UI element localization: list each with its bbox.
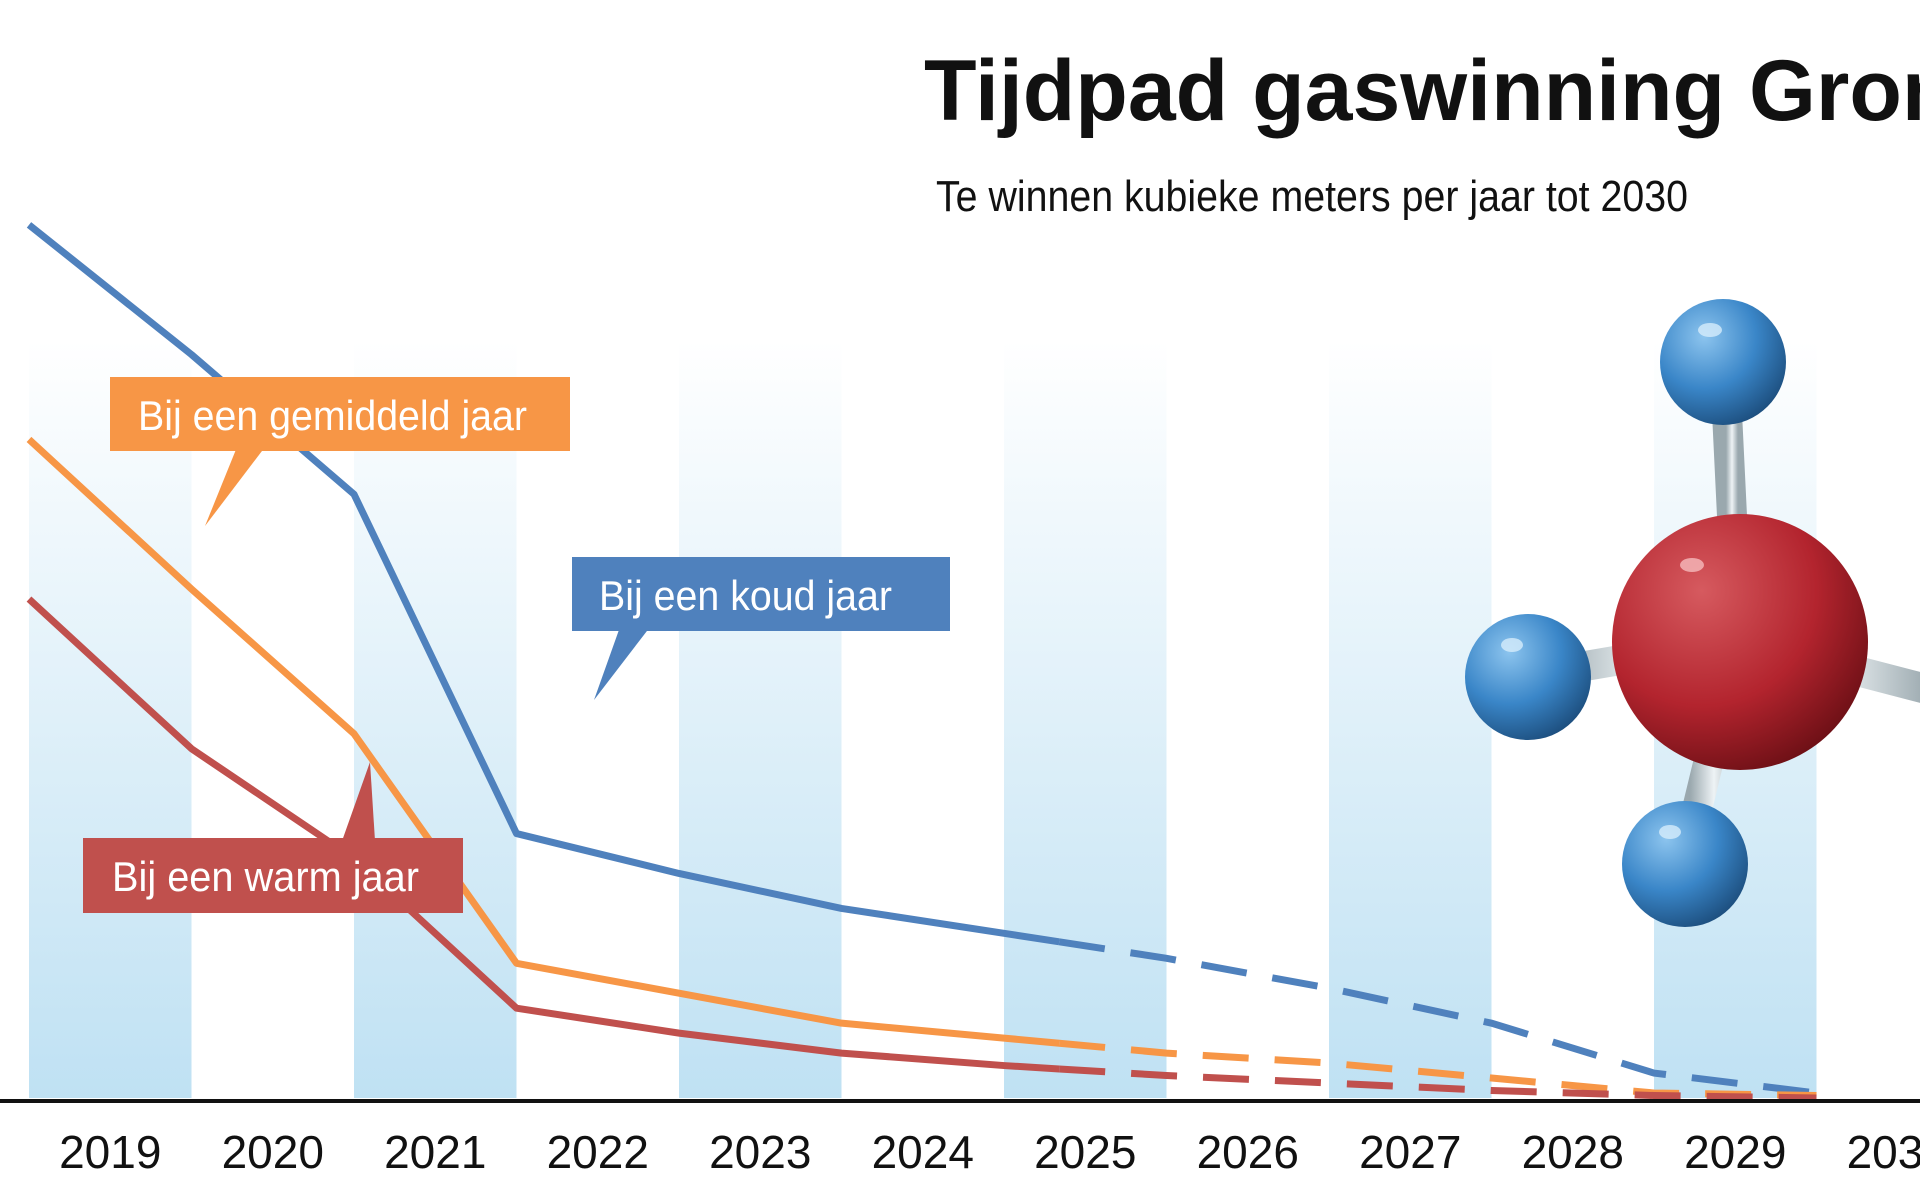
x-tick-label-2022: 2022 [547, 1126, 649, 1178]
callout-pointer [594, 627, 650, 700]
x-tick-label-2020: 2020 [222, 1126, 324, 1178]
callout-box [572, 557, 950, 631]
chart-title: Tijdpad gaswinning Groningen [924, 43, 1920, 139]
carbon-atom [1612, 514, 1868, 770]
background-band-2027 [1329, 340, 1492, 1098]
background-band-2025 [1004, 340, 1167, 1098]
series-labels: Bij een gemiddeld jaar Bij een koud jaar… [83, 377, 950, 913]
x-tick-label-2026: 2026 [1197, 1126, 1299, 1178]
x-tick-label-2021: 2021 [384, 1126, 486, 1178]
series-label-gemiddeld: Bij een gemiddeld jaar [138, 392, 527, 439]
x-axis-tick-labels: 2019 2020 2021 2022 2023 2024 2025 2026 2027 2028… [59, 1126, 1920, 1178]
callout-koud: Bij een koud jaar [572, 557, 950, 700]
x-tick-label-2029: 2029 [1684, 1126, 1786, 1178]
x-tick-label-2025: 2025 [1034, 1126, 1136, 1178]
background-band-2023 [679, 340, 842, 1098]
callout-gemiddeld: Bij een gemiddeld jaar [110, 377, 570, 526]
background-band-2019 [29, 340, 192, 1098]
background-band-2021 [354, 340, 517, 1098]
callout-warm: Bij een warm jaar [83, 762, 463, 913]
series-label-koud: Bij een koud jaar [599, 572, 892, 619]
series-line-dashed-2 [1059, 1065, 1817, 1102]
series-line-solid-1 [26, 436, 1060, 1047]
hydrogen-atom-top [1660, 299, 1786, 425]
x-tick-label-2027: 2027 [1359, 1126, 1461, 1178]
chart-subtitle: Te winnen kubieke meters per jaar tot 20… [936, 172, 1688, 221]
series-line-dashed-0 [1058, 938, 1817, 1097]
x-tick-label-2030: 2030 [1847, 1126, 1920, 1178]
methane-molecule-icon [1465, 299, 1920, 927]
hydrogen-atom-left [1465, 614, 1591, 740]
series-label-warm: Bij een warm jaar [112, 853, 419, 900]
series-line-dashed-1 [1058, 1039, 1817, 1100]
hydrogen-atom-bottom [1622, 801, 1748, 927]
callout-pointer [342, 762, 375, 841]
x-tick-label-2028: 2028 [1522, 1126, 1624, 1178]
callout-pointer [205, 447, 265, 526]
x-tick-label-2019: 2019 [59, 1126, 161, 1178]
series-line-solid-2 [26, 596, 1060, 1073]
callout-box [83, 838, 463, 913]
callout-box [110, 377, 570, 451]
x-tick-label-2024: 2024 [872, 1126, 974, 1178]
x-tick-label-2023: 2023 [709, 1126, 811, 1178]
